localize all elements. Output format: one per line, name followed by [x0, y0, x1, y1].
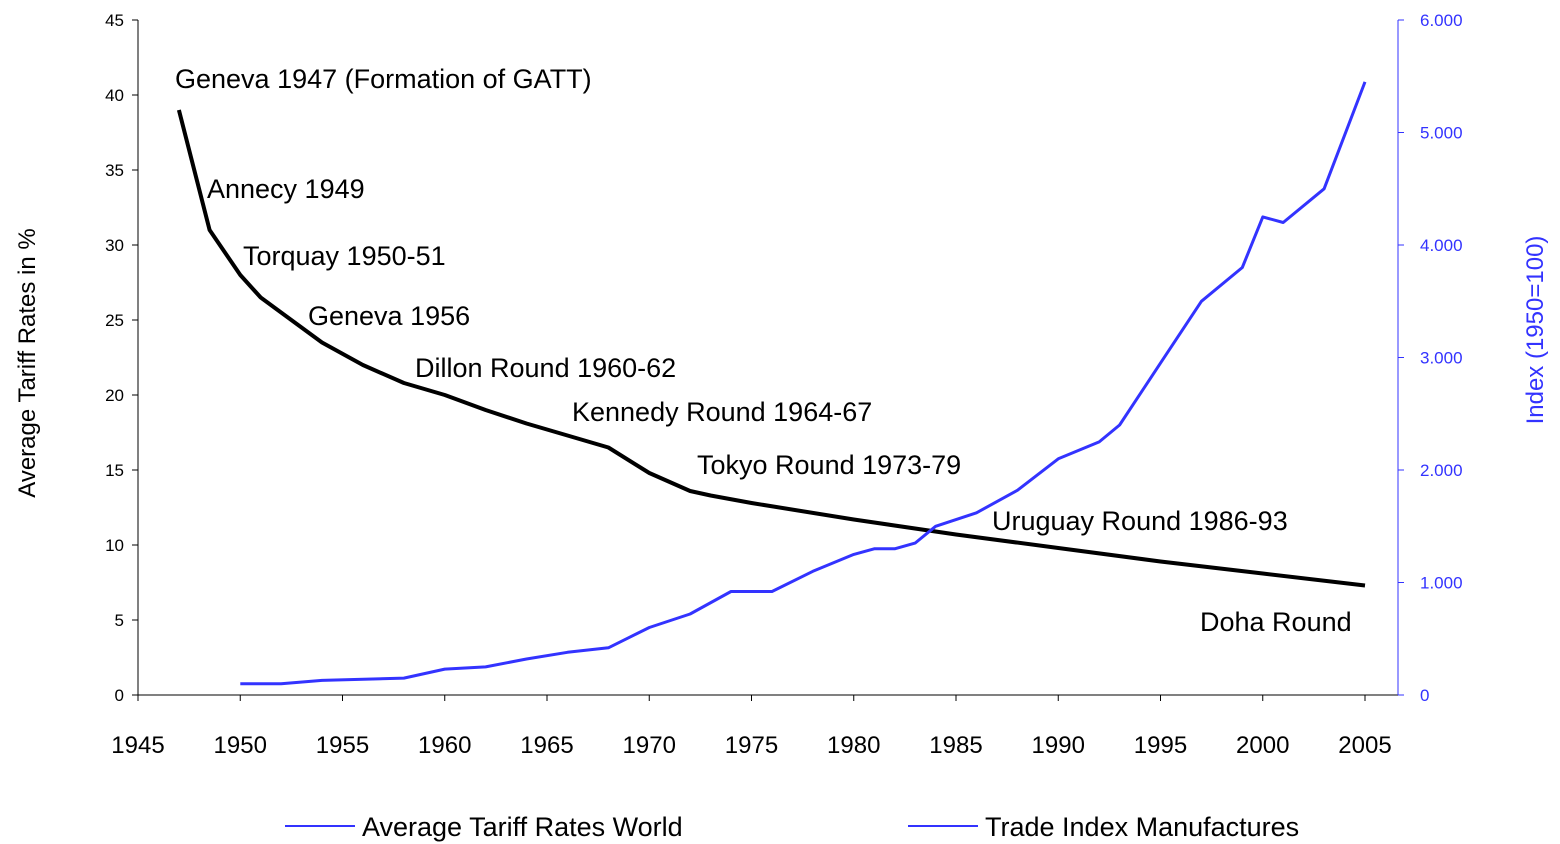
annotation: Tokyo Round 1973-79: [697, 450, 961, 480]
y2-tick-label: 0: [1420, 686, 1429, 705]
y-tick-label: 0: [115, 686, 124, 705]
x-tick-label: 1980: [827, 732, 880, 759]
annotation: Uruguay Round 1986-93: [992, 506, 1288, 536]
y-tick-label: 10: [105, 536, 124, 555]
y-axis-label: Average Tariff Rates in %: [14, 228, 41, 497]
y2-tick-label: 2.000: [1420, 461, 1463, 480]
annotation: Torquay 1950-51: [243, 241, 446, 271]
annotation: Annecy 1949: [207, 174, 365, 204]
y-tick-label: 40: [105, 86, 124, 105]
annotation: Kennedy Round 1964-67: [572, 397, 872, 427]
x-tick-label: 1975: [725, 732, 778, 759]
y-tick-label: 15: [105, 461, 124, 480]
y2-tick-label: 6.000: [1420, 11, 1463, 30]
y-tick-label: 35: [105, 161, 124, 180]
y-tick-label: 45: [105, 11, 124, 30]
x-tick-label: 1960: [418, 732, 471, 759]
annotation: Geneva 1947 (Formation of GATT): [175, 64, 592, 94]
x-tick-label: 1970: [623, 732, 676, 759]
x-tick-label: 1950: [214, 732, 267, 759]
y-tick-label: 30: [105, 236, 124, 255]
y2-tick-label: 4.000: [1420, 236, 1463, 255]
x-tick-label: 2000: [1236, 732, 1289, 759]
y2-axis-label: Index (1950=100): [1522, 236, 1549, 425]
x-tick-label: 2005: [1338, 732, 1391, 759]
x-tick-label: 1995: [1134, 732, 1187, 759]
y2-tick-label: 5.000: [1420, 124, 1463, 143]
y-tick-label: 25: [105, 311, 124, 330]
x-tick-label: 1990: [1032, 732, 1085, 759]
series-line: [176, 109, 1366, 588]
annotation: Geneva 1956: [308, 301, 470, 331]
x-tick-label: 1965: [520, 732, 573, 759]
legend-label: Trade Index Manufactures: [985, 812, 1299, 842]
x-tick-label: 1985: [929, 732, 982, 759]
x-tick-label: 1945: [111, 732, 164, 759]
x-tick-label: 1955: [316, 732, 369, 759]
y2-tick-label: 3.000: [1420, 349, 1463, 368]
legend-label: Average Tariff Rates World: [362, 812, 683, 842]
annotation: Dillon Round 1960-62: [415, 353, 676, 383]
series-line: [240, 81, 1367, 686]
y2-tick-label: 1.000: [1420, 574, 1463, 593]
annotation: Doha Round: [1200, 607, 1352, 637]
y-tick-label: 5: [115, 611, 124, 630]
y-tick-label: 20: [105, 386, 124, 405]
